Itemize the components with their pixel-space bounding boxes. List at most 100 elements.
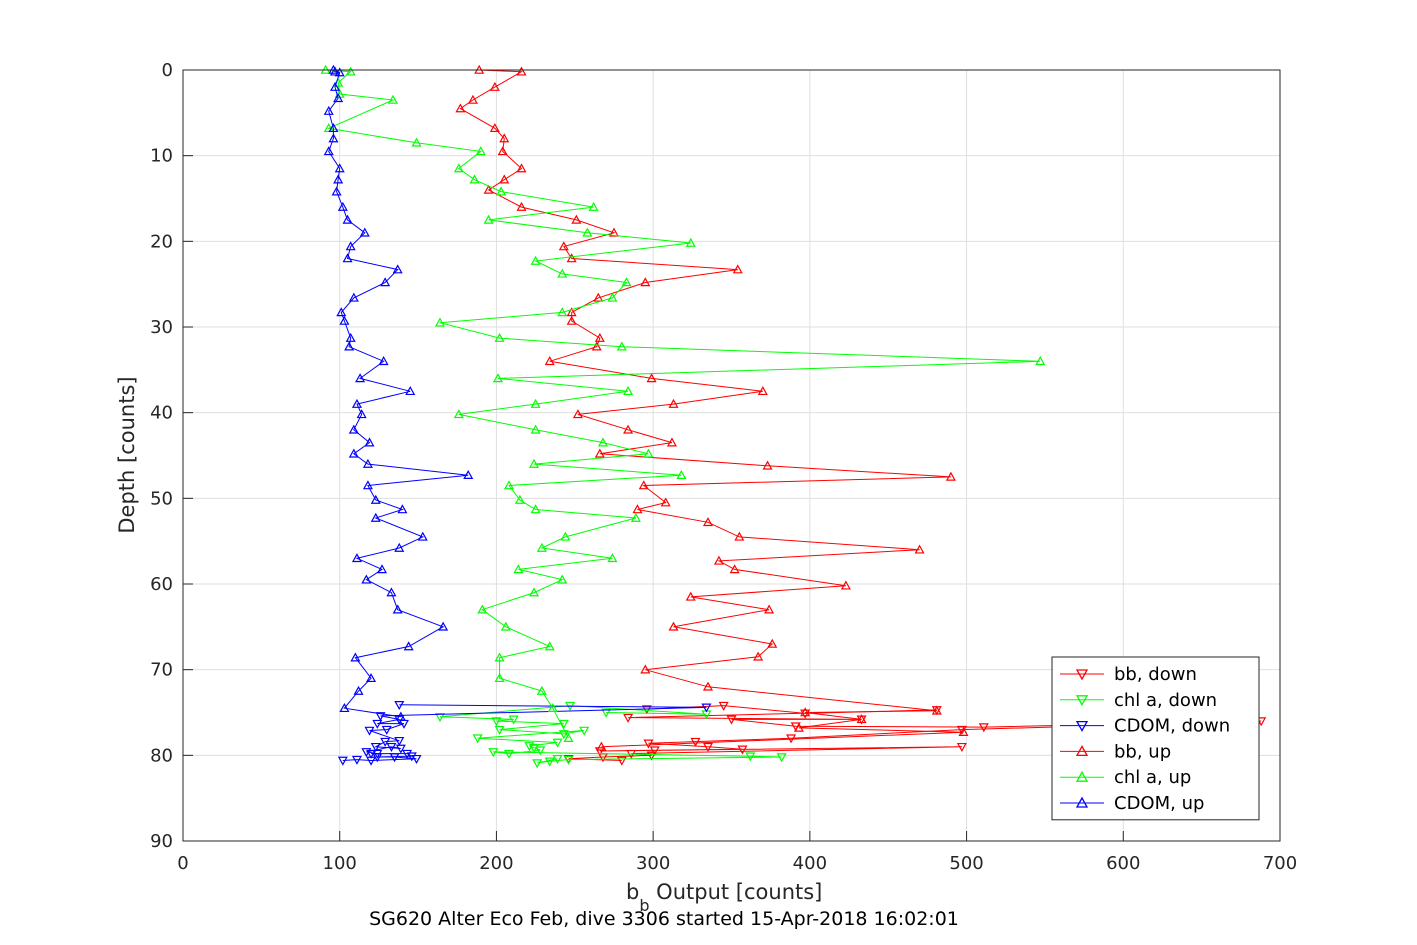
data-point — [640, 277, 651, 287]
data-point — [649, 746, 660, 756]
series-cdom-up — [323, 64, 474, 721]
data-point — [467, 94, 478, 104]
data-point — [702, 517, 714, 527]
x-tick-label: 200 — [479, 853, 513, 874]
data-point — [660, 497, 671, 507]
data-point — [701, 703, 712, 713]
data-point — [328, 123, 339, 133]
data-point — [469, 174, 480, 184]
data-point — [513, 564, 524, 574]
data-point — [453, 409, 464, 419]
data-point — [370, 512, 381, 522]
data-point — [472, 734, 483, 744]
data-point — [499, 174, 510, 184]
data-point — [329, 66, 341, 76]
data-point — [552, 738, 563, 748]
data-point — [607, 553, 618, 563]
data-point — [579, 726, 590, 736]
data-point — [557, 268, 568, 278]
data-point — [530, 255, 541, 265]
data-point — [483, 184, 494, 194]
y-axis-label: Depth [counts] — [115, 376, 139, 533]
data-point — [597, 437, 609, 447]
series-line-cdom-up — [328, 69, 469, 718]
data-point — [494, 652, 505, 662]
legend-swatch-marker — [1075, 669, 1089, 681]
data-point — [530, 398, 541, 408]
legend-label: bb, up — [1114, 741, 1171, 762]
data-point — [552, 754, 563, 764]
legend-label: bb, down — [1114, 664, 1197, 685]
data-point — [411, 754, 422, 764]
data-point — [378, 356, 389, 366]
data-point — [685, 591, 696, 601]
data-point — [558, 730, 569, 740]
data-point — [342, 253, 353, 263]
data-point — [494, 672, 505, 683]
data-point — [702, 742, 714, 753]
data-point — [499, 133, 510, 143]
x-tick-label: 0 — [177, 853, 188, 874]
data-point — [355, 373, 366, 383]
series-line-chl-a-up — [325, 69, 1041, 739]
data-point — [417, 531, 428, 541]
data-point — [560, 531, 571, 541]
data-point — [345, 332, 356, 342]
data-point — [323, 105, 334, 115]
data-point — [334, 67, 345, 77]
data-point — [477, 604, 488, 614]
data-point — [563, 732, 574, 743]
data-point — [718, 701, 729, 711]
data-point — [508, 715, 519, 725]
data-point — [488, 748, 499, 758]
data-point — [334, 163, 345, 173]
data-point — [958, 726, 969, 737]
data-point — [800, 707, 811, 717]
data-point — [536, 542, 547, 552]
data-point — [840, 580, 851, 590]
y-tick-label: 80 — [150, 745, 173, 766]
data-point — [931, 705, 942, 715]
data-point — [607, 292, 618, 302]
data-point — [348, 292, 359, 302]
data-point — [685, 237, 696, 247]
data-point — [337, 756, 348, 766]
data-point — [668, 398, 679, 408]
data-point — [497, 146, 508, 156]
data-point — [594, 448, 605, 458]
plot-frame — [182, 69, 1281, 842]
data-point — [516, 201, 527, 211]
data-point — [344, 341, 355, 351]
legend-item: chl a, down — [1060, 690, 1217, 711]
data-point — [757, 386, 768, 396]
data-point — [328, 133, 339, 143]
data-point — [375, 712, 386, 722]
legend: bb, down chl a, down CDOM, down bb, up chl a… — [1051, 656, 1260, 821]
data-point — [337, 201, 348, 211]
data-point — [345, 66, 356, 76]
data-point — [489, 123, 500, 133]
data-point — [351, 553, 362, 563]
y-tick-label: 0 — [162, 60, 173, 81]
data-point — [668, 621, 679, 631]
data-point — [623, 713, 634, 723]
data-point — [411, 137, 422, 147]
x-axis-label-rest: Output [counts] — [650, 880, 823, 904]
data-point — [377, 564, 388, 574]
data-point — [630, 512, 641, 522]
data-point — [434, 712, 446, 723]
data-point — [529, 587, 540, 597]
data-point — [582, 227, 593, 237]
data-point — [323, 146, 334, 156]
data-point — [793, 722, 804, 732]
data-point — [566, 307, 577, 317]
data-point — [394, 736, 405, 747]
data-point — [593, 292, 604, 302]
x-tick-label: 400 — [793, 853, 827, 874]
data-point — [676, 469, 687, 480]
data-point — [370, 742, 381, 753]
data-point — [914, 544, 925, 554]
data-point — [331, 186, 342, 196]
x-tick-label: 600 — [1106, 853, 1140, 874]
y-tick-label: 90 — [150, 831, 173, 852]
